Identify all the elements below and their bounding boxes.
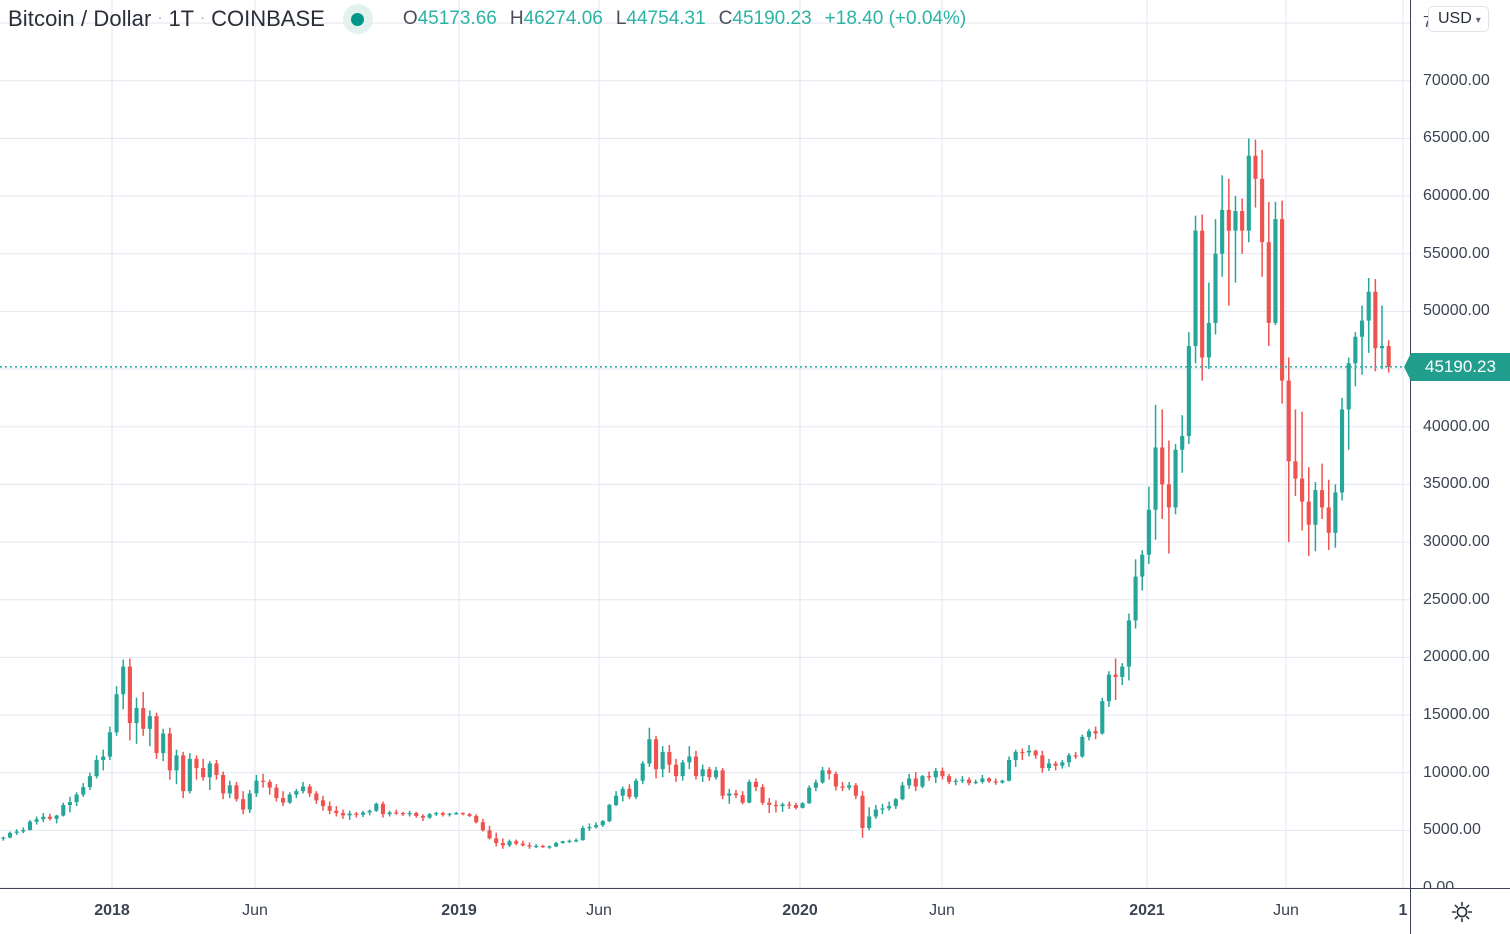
price-tick: 70000.00 (1423, 71, 1490, 89)
price-tick: 15000.00 (1423, 706, 1490, 723)
current-price-line (0, 366, 1410, 368)
symbol-title[interactable]: Bitcoin / Dollar (8, 6, 152, 31)
ohlc-high-label: H (509, 8, 524, 29)
price-tick: 60000.00 (1423, 187, 1490, 205)
time-tick: 2019 (441, 902, 477, 919)
exchange-label[interactable]: COINBASE (211, 6, 325, 31)
ohlc-low-label: L (615, 8, 627, 29)
price-tick: 35000.00 (1423, 475, 1490, 493)
legend-separator-1: · (157, 8, 163, 26)
ohlc-change: +18.40 (+0.04%) (824, 8, 967, 29)
price-axis[interactable]: 75000.0070000.0065000.0060000.0055000.00… (1404, 0, 1510, 896)
candlestick-series (1, 138, 1391, 849)
price-tick: 30000.00 (1423, 533, 1490, 551)
time-tick: Jun (929, 902, 955, 919)
legend-separator-2: · (200, 8, 206, 26)
price-tick: 40000.00 (1423, 417, 1490, 435)
currency-label: USD (1438, 10, 1472, 27)
time-tick: Jun (1273, 902, 1299, 919)
time-tick: 1 (1398, 902, 1408, 919)
time-tick: 2021 (1129, 902, 1165, 919)
price-tick: 50000.00 (1423, 302, 1490, 320)
price-tick: 5000.00 (1423, 821, 1481, 839)
price-tick: 55000.00 (1423, 244, 1490, 262)
live-dot-icon[interactable] (342, 4, 373, 34)
live-dot-inner-icon (351, 12, 365, 26)
ohlc-close: C45190.23 (719, 8, 812, 30)
ohlc-close-label: C (718, 8, 733, 29)
price-tick: 25000.00 (1423, 590, 1490, 608)
ohlc-low: L44754.31 (616, 8, 706, 30)
interval-label[interactable]: 1T (168, 6, 195, 31)
current-price-badge: 45190.23 (1404, 352, 1510, 381)
axis-divider (1410, 889, 1411, 934)
time-tick: 2018 (94, 902, 130, 919)
chart-legend: Bitcoin / Dollar · 1T · COINBASE O45173.… (0, 0, 966, 38)
ohlc-high: H46274.06 (510, 8, 603, 30)
gear-icon[interactable] (1448, 898, 1476, 926)
chart-plot-area[interactable] (0, 0, 1410, 888)
ohlc-open-value: 45173.66 (417, 8, 497, 29)
time-tick: Jun (242, 902, 268, 919)
time-tick: 2020 (782, 902, 818, 919)
time-tick: Jun (586, 902, 612, 919)
price-tick: 20000.00 (1423, 648, 1490, 666)
chart-gridlines (0, 0, 1410, 888)
ohlc-values: O45173.66 H46274.06 L44754.31 C45190.23 … (403, 8, 966, 30)
currency-selector[interactable]: USD ▾ (1428, 6, 1489, 32)
ohlc-high-value: 46274.06 (523, 8, 603, 29)
ohlc-open: O45173.66 (403, 8, 497, 30)
ohlc-close-value: 45190.23 (732, 8, 812, 29)
time-axis[interactable]: 2018 Jun 2019 Jun 2020 Jun 2021 Jun 1 (0, 888, 1510, 934)
chevron-down-icon: ▾ (1475, 14, 1481, 26)
price-tick: 10000.00 (1423, 763, 1490, 781)
price-tick: 65000.00 (1423, 129, 1490, 147)
ohlc-low-value: 44754.31 (626, 8, 706, 29)
ohlc-open-label: O (402, 8, 418, 29)
